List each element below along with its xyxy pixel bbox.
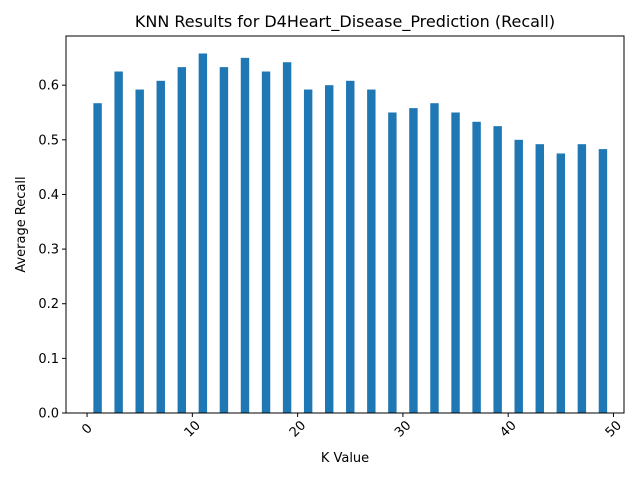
x-axis-label: K Value — [321, 451, 369, 466]
bar-k-43 — [535, 144, 544, 413]
bar-k-45 — [556, 153, 566, 413]
bar-k-5 — [135, 89, 144, 414]
bar-k-21 — [303, 89, 313, 414]
bars-group — [93, 53, 608, 414]
bar-k-23 — [324, 85, 334, 413]
y-tick-label: 0.3 — [38, 243, 59, 258]
y-axis-label: Average Recall — [14, 176, 29, 272]
bar-k-47 — [577, 144, 587, 413]
bar-k-7 — [156, 80, 165, 413]
y-tick-label: 0.1 — [38, 352, 59, 367]
chart-title: KNN Results for D4Heart_Disease_Predicti… — [135, 12, 555, 32]
bar-k-9 — [177, 67, 187, 413]
bar-k-1 — [93, 103, 102, 413]
y-tick-label: 0.2 — [38, 297, 59, 312]
bar-k-17 — [261, 71, 271, 413]
bar-k-19 — [282, 62, 292, 414]
bar-k-25 — [346, 80, 355, 413]
bar-k-37 — [472, 121, 481, 413]
bar-k-3 — [114, 71, 123, 413]
plot-frame — [65, 35, 625, 414]
y-tick-label: 0.4 — [38, 188, 59, 203]
y-tick-label: 0.0 — [38, 407, 59, 422]
bar-k-27 — [367, 89, 376, 414]
bar-k-49 — [598, 149, 608, 413]
bar-k-29 — [388, 112, 397, 414]
bar-k-13 — [219, 67, 229, 413]
bar-k-39 — [493, 126, 502, 414]
y-axis-ticks: 0.0 0.1 0.2 0.3 0.4 0.5 0.6 — [38, 79, 66, 422]
y-tick-label: 0.5 — [38, 133, 59, 148]
y-tick-label: 0.6 — [38, 79, 59, 94]
bar-k-11 — [198, 53, 208, 413]
bar-k-31 — [409, 108, 418, 414]
bar-k-41 — [514, 139, 523, 414]
bar-k-15 — [240, 57, 250, 413]
bar-k-33 — [430, 103, 439, 413]
bar-k-35 — [451, 112, 460, 414]
